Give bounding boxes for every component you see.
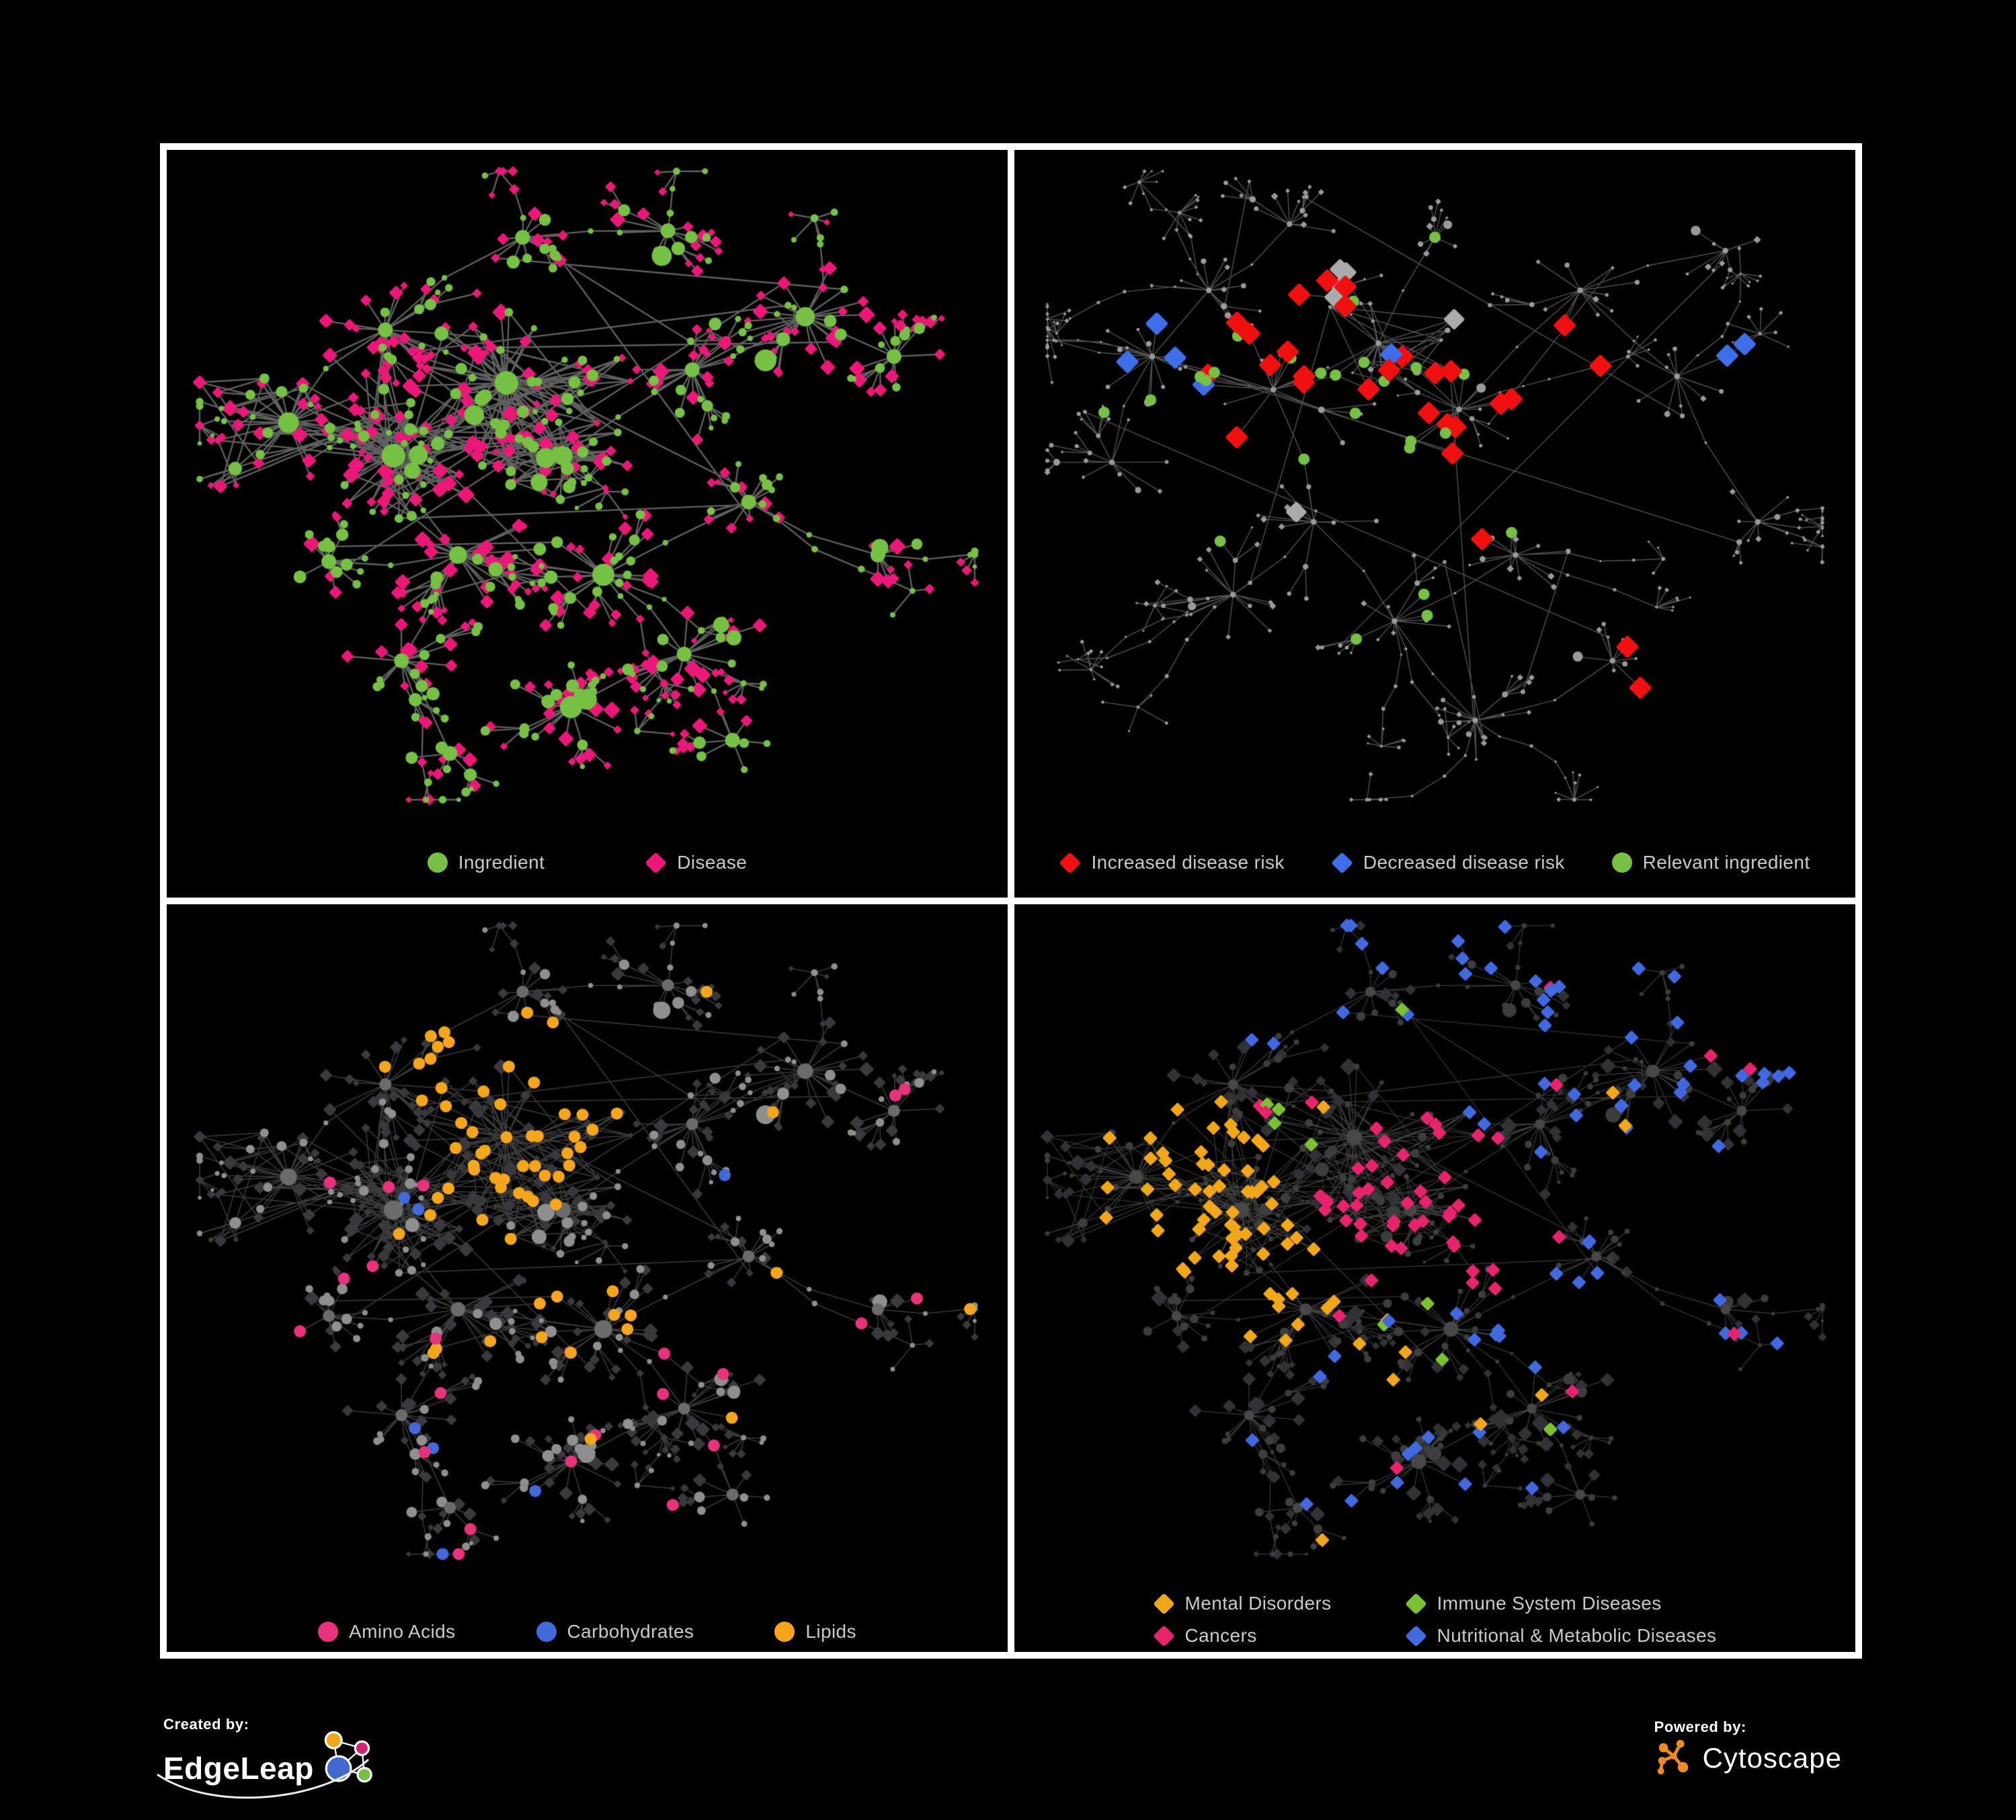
legend-label: Lipids <box>805 1621 856 1642</box>
cytoscape-wordmark: Cytoscape <box>1702 1742 1842 1774</box>
legend-label: Cancers <box>1184 1625 1257 1646</box>
decreased-risk-marker-icon <box>1331 851 1353 874</box>
legend-disease-risk: Increased disease risk Decreased disease… <box>1014 851 1855 874</box>
legend-item: Mental Disorders <box>1152 1592 1332 1615</box>
legend-label: Nutritional & Metabolic Diseases <box>1437 1625 1717 1646</box>
legend-item: Amino Acids <box>318 1621 455 1643</box>
legend-item: Lipids <box>774 1621 856 1643</box>
figure-grid: Ingredient Disease Increased disease ris… <box>160 143 1862 1659</box>
edgeleap-credit: Created by: EdgeLeap <box>157 1716 392 1802</box>
panel-disease-categories: Mental Disorders Immune System Diseases … <box>1014 904 1855 1652</box>
edgeleap-logo-icon <box>324 1731 372 1783</box>
legend-disease-categories: Mental Disorders Immune System Diseases … <box>1014 1592 1855 1647</box>
disease-marker-icon <box>645 851 668 874</box>
panel-ingredient-disease: Ingredient Disease <box>167 150 1008 898</box>
network-graph-ingredient-disease <box>167 150 1008 898</box>
legend-label: Mental Disorders <box>1184 1593 1332 1614</box>
network-graph-nutrient-classes <box>167 904 1008 1652</box>
legend-label: Immune System Diseases <box>1437 1593 1662 1614</box>
cancers-marker-icon <box>1152 1624 1175 1647</box>
relevant-ingredient-marker-icon <box>1611 853 1632 873</box>
panel-nutrient-classes: Amino Acids Carbohydrates Lipids <box>167 904 1008 1652</box>
legend-item: Nutritional & Metabolic Diseases <box>1404 1624 1717 1647</box>
legend-label: Disease <box>677 852 748 873</box>
increased-risk-marker-icon <box>1059 851 1082 874</box>
immune-diseases-marker-icon <box>1404 1592 1427 1615</box>
amino-acids-marker-icon <box>318 1622 339 1642</box>
edgeleap-wordmark: EdgeLeap <box>163 1751 314 1786</box>
powered-by-label: Powered by: <box>1654 1718 1746 1735</box>
panel-disease-risk: Increased disease risk Decreased disease… <box>1014 150 1855 898</box>
legend-label: Amino Acids <box>349 1621 456 1642</box>
legend-label: Decreased disease risk <box>1363 852 1565 873</box>
legend-label: Relevant ingredient <box>1642 852 1810 873</box>
carbohydrates-marker-icon <box>536 1622 557 1642</box>
created-by-label: Created by: <box>163 1716 249 1733</box>
legend-item: Ingredient <box>427 852 545 873</box>
legend-label: Ingredient <box>458 852 545 873</box>
legend-item: Decreased disease risk <box>1331 851 1565 874</box>
network-graph-disease-categories <box>1014 904 1855 1652</box>
mental-disorders-marker-icon <box>1152 1592 1175 1615</box>
lipids-marker-icon <box>774 1622 795 1642</box>
legend-ingredient-disease: Ingredient Disease <box>167 851 1008 874</box>
network-graph-disease-risk <box>1014 150 1855 898</box>
legend-item: Increased disease risk <box>1059 851 1285 874</box>
nutritional-diseases-marker-icon <box>1404 1624 1427 1647</box>
legend-item: Cancers <box>1152 1624 1332 1647</box>
cytoscape-credit: Powered by: Cytoscape <box>1654 1718 1842 1778</box>
legend-nutrient-classes: Amino Acids Carbohydrates Lipids <box>167 1621 1008 1643</box>
legend-item: Disease <box>645 851 748 874</box>
legend-item: Relevant ingredient <box>1611 852 1810 873</box>
cytoscape-logo-icon <box>1657 1739 1688 1775</box>
legend-label: Increased disease risk <box>1091 852 1285 873</box>
legend-item: Carbohydrates <box>536 1621 694 1643</box>
legend-item: Immune System Diseases <box>1404 1592 1717 1615</box>
ingredient-marker-icon <box>427 853 448 873</box>
legend-label: Carbohydrates <box>567 1621 694 1642</box>
